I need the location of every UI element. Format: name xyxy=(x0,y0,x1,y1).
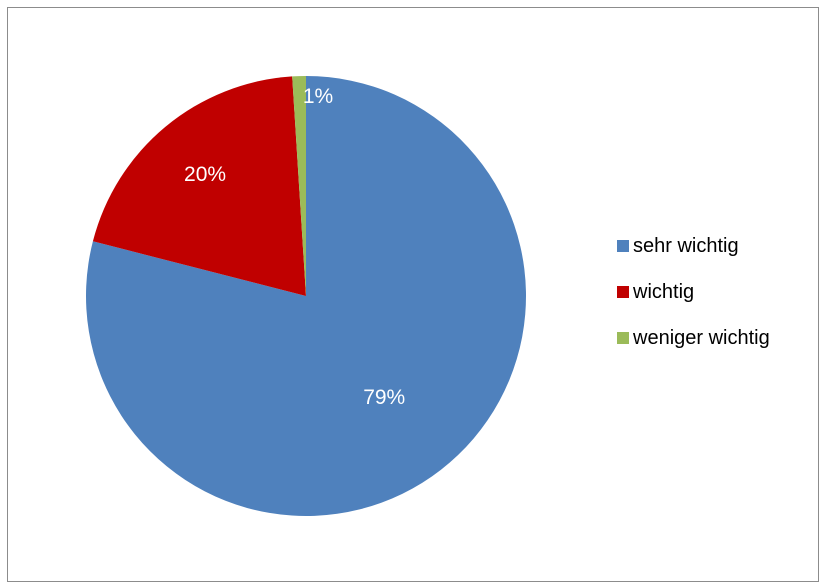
legend-swatch-weniger-wichtig xyxy=(617,332,629,344)
pie-slice-labels: 79% 20% 1% xyxy=(184,85,405,409)
legend-entry-wichtig: wichtig xyxy=(632,281,694,303)
chart-frame: 79% 20% 1% sehr wichtig wichtig weniger wich… xyxy=(7,7,819,582)
legend-entry-weniger-wichtig: weniger wichtig xyxy=(632,327,770,349)
legend-swatch-sehr-wichtig xyxy=(617,240,629,252)
pie-slice-wichtig xyxy=(92,76,306,297)
pie-slices xyxy=(85,76,526,516)
slice-label-sehr-wichtig: 79% xyxy=(363,386,405,409)
pie-chart: 79% 20% 1% sehr wichtig wichtig weniger wich… xyxy=(85,76,770,516)
legend-entry-sehr-wichtig: sehr wichtig xyxy=(633,235,739,257)
slice-label-weniger-wichtig: 1% xyxy=(303,85,333,108)
legend-swatch-wichtig xyxy=(617,286,629,298)
pie-slice-sehr-wichtig xyxy=(85,76,526,516)
pie-slice-weniger-wichtig xyxy=(292,76,306,296)
legend: sehr wichtig wichtig weniger wichtig xyxy=(617,235,770,349)
slice-label-wichtig: 20% xyxy=(184,163,226,186)
